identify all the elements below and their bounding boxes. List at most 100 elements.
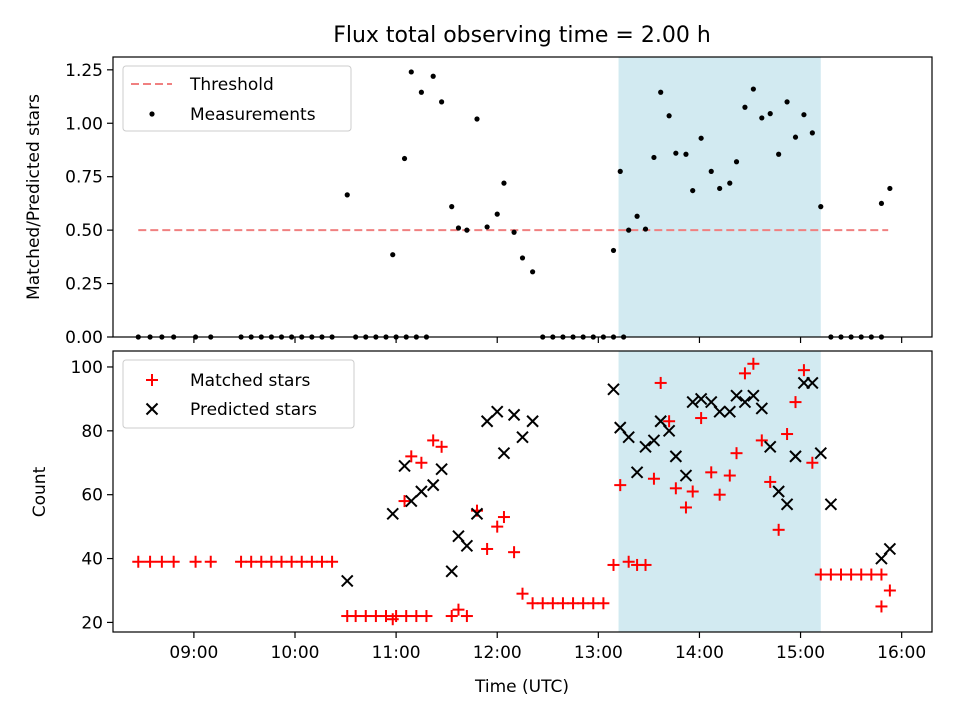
predicted-star-point-b bbox=[480, 415, 494, 428]
matched-star-point bbox=[155, 555, 168, 568]
predicted-star-point-b bbox=[713, 405, 726, 418]
predicted-star-point-b bbox=[686, 395, 699, 409]
measurement-point bbox=[801, 112, 807, 118]
matched-star-point bbox=[546, 597, 559, 610]
matched-star-point bbox=[435, 440, 448, 453]
matched-star-point bbox=[359, 610, 372, 623]
predicted-star-point bbox=[622, 431, 635, 444]
measurement-point bbox=[698, 135, 704, 141]
matched-star-point bbox=[755, 434, 768, 447]
measurement-point bbox=[634, 213, 640, 219]
top-x-ticks bbox=[193, 337, 903, 343]
matched-star-point bbox=[567, 597, 580, 610]
matched-star-point bbox=[587, 597, 600, 610]
measurement-point bbox=[484, 224, 490, 230]
matched-star-point bbox=[536, 597, 549, 610]
top-panel: 0.00 0.25 0.50 0.75 1.00 1.25 Matched/Predict… bbox=[24, 56, 933, 348]
top-legend-box bbox=[122, 65, 352, 132]
measurement-point bbox=[708, 168, 714, 174]
matched-star-point bbox=[713, 488, 726, 501]
predicted-star-point-b bbox=[723, 405, 736, 418]
matched-star-point bbox=[516, 587, 529, 600]
predicted-star-point bbox=[723, 405, 736, 418]
matched-star-point bbox=[189, 555, 202, 568]
predicted-star-point bbox=[806, 376, 819, 390]
predicted-star-point-b bbox=[789, 450, 802, 463]
matched-star-point bbox=[410, 610, 423, 623]
matched-star-point bbox=[835, 568, 847, 581]
top-highlight-span bbox=[618, 57, 821, 337]
measurement-point bbox=[439, 99, 445, 105]
bottom-y-axis-label: Count bbox=[30, 466, 50, 517]
bottom-y-ticks: 20 40 60 80 100 bbox=[71, 358, 113, 633]
top-y-axis-label: Matched/Predicted stars bbox=[24, 94, 44, 300]
predicted-star-point bbox=[405, 494, 418, 508]
predicted-star-point bbox=[630, 466, 644, 479]
measurement-point bbox=[784, 99, 790, 105]
predicted-star-point-b bbox=[806, 376, 819, 390]
predicted-star-point-b bbox=[386, 507, 399, 521]
x-tick-label: 10:00 bbox=[271, 643, 320, 663]
y-tick-label: 40 bbox=[81, 550, 103, 570]
predicted-star-point bbox=[713, 405, 726, 418]
measurement-point bbox=[887, 185, 893, 192]
matched-star-point bbox=[305, 555, 318, 568]
bottom-x-ticks: 09:00 10:00 11:00 12:00 13:00 14:00 15:00 16:00 bbox=[169, 632, 926, 663]
x-tick-label: 11:00 bbox=[372, 643, 421, 663]
measurement-point bbox=[626, 227, 632, 233]
matched-star-point bbox=[380, 610, 392, 623]
measurement-point bbox=[742, 104, 748, 110]
measurement-point bbox=[501, 180, 507, 186]
predicted-star-point-b bbox=[460, 539, 474, 552]
predicted-star-point bbox=[607, 383, 620, 396]
matched-star-point bbox=[245, 555, 258, 568]
predicted-star-point-b bbox=[614, 421, 627, 434]
matched-star-point bbox=[747, 357, 760, 370]
matched-star-point bbox=[577, 597, 590, 610]
matched-star-point bbox=[445, 610, 458, 623]
matched-star-point bbox=[204, 555, 217, 568]
measurement-point bbox=[651, 154, 657, 161]
predicted-star-point bbox=[386, 507, 399, 521]
predicted-star-point bbox=[764, 440, 777, 454]
bottom-axes-frame bbox=[112, 350, 933, 633]
measurement-point bbox=[658, 89, 664, 95]
matched-star-point bbox=[883, 584, 896, 597]
matched-star-point bbox=[275, 555, 288, 568]
predicted-star-point bbox=[497, 446, 511, 460]
measurement-point bbox=[733, 159, 740, 165]
top-plot-marks bbox=[135, 69, 893, 340]
predicted-star-point bbox=[415, 485, 428, 498]
measurement-point bbox=[390, 252, 396, 258]
matched-star-point bbox=[255, 555, 268, 568]
measurement-point bbox=[717, 185, 723, 192]
measurement-point bbox=[430, 73, 436, 79]
matched-star-point bbox=[526, 597, 539, 610]
predicted-star-point bbox=[516, 431, 529, 444]
measurement-point bbox=[818, 204, 824, 210]
bottom-plot-marks bbox=[132, 357, 897, 626]
measurement-point bbox=[690, 187, 696, 194]
predicted-star-point bbox=[341, 574, 354, 588]
predicted-star-point bbox=[398, 459, 411, 473]
measurement-point bbox=[344, 192, 350, 198]
predicted-star-point bbox=[491, 405, 504, 418]
matched-star-point bbox=[806, 456, 819, 469]
matched-star-point bbox=[845, 568, 858, 581]
matched-star-point bbox=[285, 555, 298, 568]
predicted-star-point-b bbox=[679, 469, 693, 482]
y-tick-label: 0.75 bbox=[65, 168, 103, 188]
predicted-star-point-b bbox=[452, 529, 465, 543]
matched-star-point bbox=[814, 568, 827, 581]
top-y-ticks: 0.00 0.25 0.50 0.75 1.00 1.25 bbox=[65, 61, 113, 348]
matched-star-point bbox=[235, 555, 248, 568]
y-tick-label: 0.25 bbox=[65, 275, 103, 295]
predicted-star-point bbox=[445, 565, 458, 578]
predicted-star-point bbox=[780, 498, 794, 511]
measurement-point bbox=[683, 151, 689, 157]
matched-star-point bbox=[764, 475, 777, 488]
matched-star-point bbox=[781, 428, 794, 441]
predicted-star-point-b bbox=[497, 446, 511, 460]
matched-star-point bbox=[556, 597, 569, 610]
matched-star-point bbox=[167, 555, 180, 568]
